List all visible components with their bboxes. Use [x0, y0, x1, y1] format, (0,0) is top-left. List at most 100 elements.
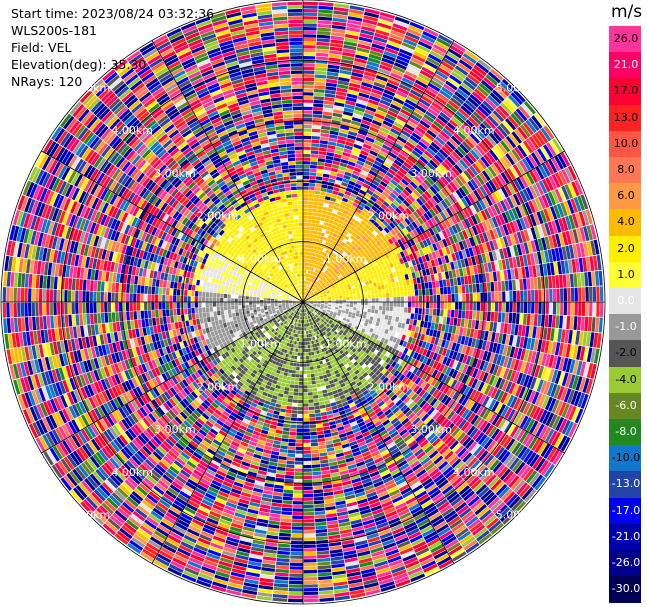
ppi-gate-group — [77, 175, 121, 207]
ppi-gate-group — [111, 302, 304, 504]
ppi-gate-group — [227, 428, 276, 589]
ppi-gate-group — [473, 292, 477, 302]
ppi-gate-group — [385, 198, 393, 205]
ppi-gate-group — [428, 168, 571, 245]
ppi-gate-group — [310, 302, 597, 317]
colorbar-tick-label: 10.0 — [613, 136, 639, 150]
ppi-gate-group — [436, 381, 479, 412]
ppi-gate-group — [372, 433, 417, 505]
ppi-gate-group — [218, 181, 226, 188]
ppi-gate-group — [169, 387, 214, 430]
ppi-gate-group — [398, 111, 410, 120]
ppi-gate-group — [332, 486, 356, 552]
ppi-gate-group — [275, 41, 292, 101]
ppi-gate-group — [347, 505, 367, 543]
ppi-gate-group — [333, 412, 340, 417]
ppi-gate-group — [303, 302, 488, 418]
colorbar-tick-label: -13.0 — [611, 477, 641, 491]
ppi-gate-group — [542, 260, 570, 276]
ppi-gate-group — [551, 231, 569, 248]
ppi-gate-group — [317, 129, 330, 166]
ppi-gate-group — [180, 21, 238, 137]
ppi-gate-group — [92, 138, 210, 232]
ppi-gate-group — [273, 586, 289, 592]
ppi-gate-group — [435, 316, 472, 329]
ppi-gate-group — [168, 330, 174, 338]
colorbar-swatch — [609, 288, 641, 315]
ppi-gate-group — [303, 302, 424, 579]
ppi-gate-group — [137, 65, 230, 194]
ppi-gate-group — [421, 314, 541, 339]
colorbar-swatch — [609, 497, 641, 525]
ppi-gate-group — [329, 174, 337, 180]
ppi-gate-group — [429, 197, 438, 206]
ppi-gate-group — [90, 100, 224, 227]
ppi-gate-group — [469, 188, 506, 215]
ppi-gate-group — [257, 592, 273, 598]
ppi-gate-group — [145, 100, 303, 302]
ppi-gate-group — [303, 278, 414, 302]
ppi-gate-group — [189, 426, 199, 434]
ppi-gate-group — [313, 96, 325, 101]
ppi-gate-group — [324, 260, 377, 291]
ppi-gate-group — [466, 253, 532, 276]
ring-label: 2.00km — [197, 380, 239, 393]
ppi-gate-group — [21, 273, 293, 302]
ppi-gate-group — [90, 353, 206, 422]
ppi-gate-group — [425, 328, 572, 373]
ppi-gate-group — [31, 200, 110, 239]
ppi-gate-group — [360, 512, 373, 519]
ppi-gate-group — [74, 398, 142, 446]
ppi-gate-group — [42, 247, 48, 262]
ppi-gate-group — [133, 170, 191, 217]
ppi-gate-group — [303, 41, 316, 302]
ppi-gate-group — [247, 420, 264, 450]
ppi-gate-group — [303, 446, 311, 451]
ppi-gate-group — [303, 192, 372, 302]
ppi-gate-group — [16, 226, 23, 242]
ppi-gate-group — [308, 306, 456, 420]
ppi-gate-group — [373, 78, 515, 228]
ppi-gate-group — [513, 238, 544, 257]
ppi-gate-group — [311, 107, 323, 144]
ppi-gate-group — [175, 138, 186, 148]
ppi-gate-group — [503, 323, 599, 348]
ppi-gate-group — [179, 54, 215, 109]
ppi-gate-group — [414, 79, 428, 89]
colorbar-tick-label: 1.0 — [617, 267, 635, 281]
ppi-gate-group — [514, 444, 525, 457]
colorbar-swatch — [609, 183, 641, 210]
ppi-gate-group — [232, 437, 242, 444]
ppi-gate-group — [46, 449, 57, 464]
ppi-gate-group — [551, 247, 564, 262]
ppi-gate-group — [228, 196, 236, 203]
ppi-gate-group — [111, 100, 165, 156]
ppi-gate-group — [214, 99, 303, 302]
ppi-gate-group — [126, 359, 194, 402]
colorbar-tick-label: 26.0 — [613, 32, 639, 45]
colorbar-tick-label: 8.0 — [617, 163, 635, 176]
ppi-gate-group — [315, 420, 330, 471]
ppi-gate-group — [276, 52, 303, 302]
ppi-gate-group — [223, 54, 276, 203]
ppi-gate-group — [182, 25, 263, 200]
ppi-gate-group — [218, 305, 297, 356]
ppi-gate-group — [216, 71, 288, 255]
ppi-gate-group — [456, 135, 497, 172]
ppi-gate-group — [506, 369, 513, 381]
ppi-gate-group — [287, 5, 303, 9]
ppi-gate-group — [190, 404, 234, 463]
ppi-gate-group — [133, 105, 207, 189]
ppi-gate-group — [142, 340, 162, 354]
ppi-gate-group — [400, 76, 478, 173]
ppi-gate-group — [494, 260, 500, 271]
ppi-gate-group — [44, 234, 174, 275]
ppi-gate-group — [256, 3, 303, 295]
ppi-gate-group — [429, 255, 480, 275]
ppi-gate-group — [223, 434, 234, 444]
ppi-gate-group — [335, 91, 347, 97]
ppi-gate-group — [330, 109, 344, 129]
ppi-gate-group — [141, 212, 168, 232]
ppi-gate-group — [177, 315, 182, 322]
ppi-gate-group — [447, 516, 461, 527]
